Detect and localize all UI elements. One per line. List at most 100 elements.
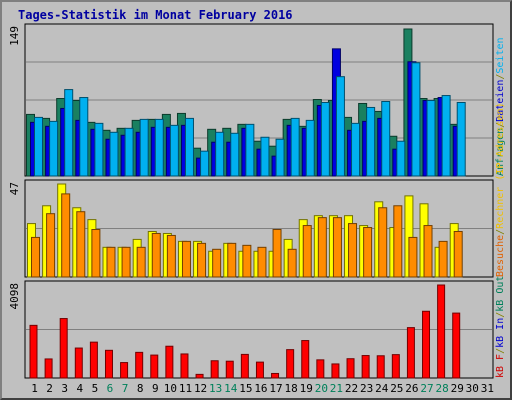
x-tick-label-day-14: 14 [224, 382, 238, 395]
bar-visits-besuche-day-1 [31, 236, 40, 278]
bar-kbytes-kb-f-day-12 [195, 373, 204, 379]
bar-visits-besuche-day-26 [408, 236, 418, 278]
bar-kbytes-kb-f-day-26 [406, 327, 415, 379]
x-tick-label-day-6: 6 [107, 382, 114, 395]
bar-kbytes-kb-f-day-21 [331, 363, 340, 379]
bar-requests-seiten-day-29 [456, 101, 466, 177]
bar-kbytes-kb-f-day-19 [301, 340, 310, 379]
x-tick-label-day-23: 23 [360, 382, 373, 395]
bar-visits-besuche-day-18 [287, 248, 297, 278]
bar-requests-seiten-day-28 [441, 95, 451, 177]
x-tick-label-day-20: 20 [315, 382, 328, 395]
legend-entry: / [495, 229, 506, 235]
bar-visits-besuche-day-12 [197, 242, 207, 278]
bar-kbytes-kb-f-day-1 [29, 324, 38, 379]
bar-requests-seiten-day-18 [290, 117, 300, 177]
bar-kbytes-kb-f-day-23 [361, 355, 370, 379]
panel-requests-legend: Anfragen/Dateien/Seiten [495, 37, 506, 176]
x-tick-label-day-24: 24 [375, 382, 389, 395]
bar-kbytes-kb-f-day-25 [391, 354, 400, 379]
bar-requests-seiten-day-6 [109, 131, 119, 177]
bar-kbytes-kb-f-day-4 [74, 347, 83, 379]
y-max-label: 4098 [8, 283, 21, 310]
x-tick-label-day-26: 26 [405, 382, 418, 395]
bar-visits-besuche-day-19 [302, 225, 312, 278]
legend-entry: kB Out [495, 276, 506, 312]
bar-visits-besuche-day-23 [363, 227, 373, 278]
bar-visits-besuche-day-21 [332, 217, 342, 278]
bar-requests-seiten-day-25 [396, 140, 406, 177]
bar-kbytes-kb-f-day-11 [180, 353, 189, 379]
bar-requests-seiten-day-15 [245, 123, 255, 177]
bar-requests-seiten-day-26 [411, 62, 421, 177]
bar-kbytes-kb-f-day-13 [210, 360, 219, 379]
x-tick-label-day-5: 5 [92, 382, 99, 395]
bar-visits-besuche-day-14 [227, 242, 237, 278]
x-tick-label-day-31: 31 [481, 382, 494, 395]
bar-requests-seiten-day-13 [215, 131, 225, 177]
bar-requests-seiten-day-12 [200, 150, 210, 177]
bar-kbytes-kb-f-day-5 [89, 341, 98, 379]
y-max-label: 47 [8, 182, 21, 195]
x-tick-label-day-8: 8 [137, 382, 144, 395]
bar-visits-besuche-day-2 [46, 213, 56, 278]
legend-entry: Seiten [495, 37, 506, 73]
bar-kbytes-kb-f-day-15 [240, 353, 249, 379]
x-tick-label-day-12: 12 [194, 382, 207, 395]
y-max-label: 149 [8, 26, 21, 46]
legend-entry: / [495, 348, 506, 354]
bar-visits-besuche-day-9 [151, 232, 161, 278]
x-tick-label-day-15: 15 [239, 382, 252, 395]
bar-kbytes-kb-f-day-10 [165, 345, 174, 379]
legend-entry: Rechner (IP-Adressen) [495, 102, 506, 228]
bar-kbytes-kb-f-day-24 [376, 355, 385, 379]
bar-requests-seiten-day-1 [34, 116, 43, 177]
bar-requests-seiten-day-14 [230, 132, 240, 177]
x-tick-label-day-27: 27 [420, 382, 433, 395]
bar-visits-besuche-day-11 [181, 240, 191, 278]
bar-requests-seiten-day-20 [320, 101, 330, 177]
bar-kbytes-kb-f-day-28 [437, 284, 446, 379]
bar-requests-seiten-day-8 [139, 118, 149, 177]
bar-requests-seiten-day-23 [366, 106, 376, 177]
bar-visits-besuche-day-16 [257, 246, 267, 278]
bar-kbytes-kb-f-day-27 [422, 310, 431, 379]
bar-requests-seiten-day-4 [79, 97, 89, 177]
x-tick-label-day-11: 11 [179, 382, 192, 395]
bar-visits-besuche-day-6 [106, 246, 116, 278]
legend-entry: Dateien [495, 80, 506, 122]
bar-requests-seiten-day-2 [49, 120, 59, 177]
bar-requests-seiten-day-3 [64, 89, 74, 177]
legend-entry: Anfragen [495, 128, 506, 176]
x-tick-label-day-13: 13 [209, 382, 222, 395]
bar-visits-besuche-day-25 [393, 205, 403, 278]
bar-kbytes-kb-f-day-22 [346, 358, 355, 379]
bar-kbytes-kb-f-day-18 [286, 349, 295, 379]
x-tick-label-day-9: 9 [152, 382, 159, 395]
legend-entry: Besuche [495, 235, 506, 277]
bar-visits-besuche-day-15 [242, 244, 252, 278]
x-tick-label-day-1: 1 [31, 382, 38, 395]
x-tick-label-day-28: 28 [435, 382, 448, 395]
bar-visits-besuche-day-27 [423, 225, 433, 278]
bar-kbytes-kb-f-day-7 [120, 362, 129, 379]
bar-requests-seiten-day-21 [335, 76, 345, 177]
x-tick-label-day-18: 18 [285, 382, 298, 395]
x-tick-label-day-4: 4 [76, 382, 83, 395]
chart-title: Tages-Statistik im Monat February 2016 [18, 8, 293, 22]
bar-kbytes-kb-f-day-20 [316, 359, 325, 379]
bar-visits-besuche-day-28 [438, 240, 448, 278]
legend-entry: / [495, 312, 506, 318]
bar-requests-seiten-day-19 [305, 119, 315, 177]
x-tick-label-day-7: 7 [122, 382, 129, 395]
x-tick-label-day-19: 19 [300, 382, 313, 395]
bar-visits-besuche-day-22 [348, 223, 358, 278]
bar-kbytes-kb-f-day-8 [135, 351, 144, 379]
x-tick-label-day-10: 10 [164, 382, 177, 395]
bar-kbytes-kb-f-day-14 [225, 360, 234, 379]
panel-visits-legend: Besuche/Rechner (IP-Adressen) [495, 102, 506, 277]
bar-visits-besuche-day-10 [166, 234, 176, 278]
bar-requests-seiten-day-10 [169, 124, 179, 177]
bar-requests-seiten-day-5 [94, 122, 104, 177]
bar-requests-seiten-day-16 [260, 136, 270, 177]
